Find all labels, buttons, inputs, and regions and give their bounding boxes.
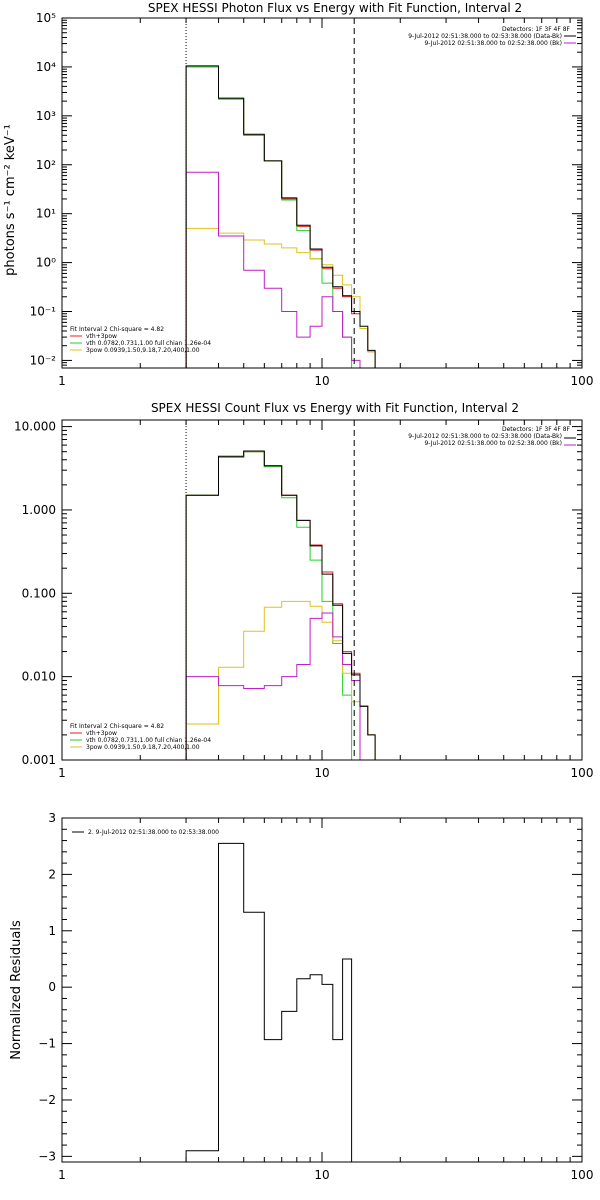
residual-series-line (185, 842, 353, 1162)
series-group (185, 450, 382, 760)
y-tick-label: 2 (48, 867, 56, 881)
photon-legend-item-3pow: 3pow 0.0939,1.50,9.18,7.20,400,1.00 (86, 347, 200, 354)
x-tick-label: 100 (571, 374, 594, 388)
y-tick-label: 0.010 (22, 670, 56, 684)
photon-legend-detectors: Detectors: 1F 3F 4F 8F (502, 26, 571, 33)
photon-legend-bk-interval: 9-Jul-2012 02:51:38.000 to 02:52:38.000 … (424, 40, 562, 47)
x-tick-label: 100 (571, 1168, 594, 1182)
y-tick-label: 10⁵ (36, 11, 56, 25)
y-tick-label: 10² (36, 158, 56, 172)
residuals-legend: 2. 9-Jul-2012 02:51:38.000 to 02:53:38.0… (88, 829, 219, 836)
x-tick-label: 1 (58, 766, 66, 780)
count-flux-plot-area: 1 10 100 0.001 0.010 0.100 1.000 10.000 (14, 419, 594, 780)
count-legend-item-3pow: 3pow 0.0939,1.50,9.18,7.20,400,1.00 (86, 744, 200, 751)
count-flux-title: SPEX HESSI Count Flux vs Energy with Fit… (151, 401, 519, 415)
y-tick-label: 3 (48, 811, 56, 825)
count-legend-item-vth3pow: vth+3pow (86, 730, 117, 737)
photon-legend-item-vth: vth 0.0782,0.731,1.00 full chian 1.26e-0… (86, 340, 211, 347)
y-tick-label: 10⁴ (36, 60, 56, 74)
x-tick-label: 1 (58, 374, 66, 388)
y-tick-label: −3 (38, 1149, 56, 1163)
x-tick-label: 1 (58, 1168, 66, 1182)
y-tick-label: −2 (38, 1093, 56, 1107)
x-tick-label: 10 (314, 374, 329, 388)
bk-series-line (185, 171, 361, 368)
y-tick-label: 10⁰ (36, 256, 56, 270)
photon-legend-fit-header: Fit Interval 2 Chi-square = 4.82 (70, 326, 164, 333)
y-tick-label: −1 (38, 1037, 56, 1051)
residuals-ylabel: Normalized Residuals (9, 920, 24, 1060)
y-tick-label: 0.001 (22, 753, 56, 767)
photon-legend-data-interval: 9-Jul-2012 02:51:38.000 to 02:53:38.000 … (408, 33, 562, 40)
photon-legend-item-vth3pow: vth+3pow (86, 333, 117, 340)
x-tick-label: 10 (314, 1168, 329, 1182)
photon-flux-plot-area: 1 10 100 10⁻² 10⁻¹ 10⁰ 10¹ 10² 10³ 10⁴ 10⁵ (30, 11, 594, 388)
count-legend-detectors: Detectors: 1F 3F 4F 8F (502, 426, 571, 433)
bk-series-line (185, 612, 361, 760)
residuals-plot-area: 1 10 100 −3 −2 −1 0 1 2 3 (38, 811, 593, 1182)
residuals-panel: Normalized Residuals 2. 9-Jul-2012 02:51… (9, 811, 593, 1182)
count-legend-data-interval: 9-Jul-2012 02:51:38.000 to 02:53:38.000 … (408, 433, 562, 440)
series-group (185, 65, 376, 368)
count-legend-bk-interval: 9-Jul-2012 02:51:38.000 to 02:52:38.000 … (424, 440, 562, 447)
x-tick-label: 100 (571, 766, 594, 780)
y-tick-label: 0 (48, 980, 56, 994)
y-tick-label: 10³ (36, 109, 56, 123)
y-tick-label: 10⁻¹ (30, 305, 57, 319)
count-legend-fit-header: Fit Interval 2 Chi-square = 4.82 (70, 723, 164, 730)
total-series-line (185, 450, 376, 760)
y-tick-label: 10¹ (36, 207, 56, 221)
y-tick-label: 1.000 (22, 503, 56, 517)
count-legend-item-vth: vth 0.0782,0.731,1.00 full chian 1.26e-0… (86, 737, 211, 744)
count-flux-panel: SPEX HESSI Count Flux vs Energy with Fit… (14, 401, 593, 780)
x-tick-label: 10 (314, 766, 329, 780)
y-tick-label: 10⁻² (30, 353, 57, 367)
series-group (185, 842, 353, 1162)
y-tick-label: 10.000 (14, 420, 56, 434)
y-tick-label: 0.100 (22, 586, 56, 600)
photon-flux-ylabel: photons s⁻¹ cm⁻² keV⁻¹ (3, 124, 18, 276)
y-tick-label: 1 (48, 924, 56, 938)
total-series-line (185, 65, 376, 368)
photon-flux-title: SPEX HESSI Photon Flux vs Energy with Fi… (148, 1, 522, 15)
photon-flux-panel: SPEX HESSI Photon Flux vs Energy with Fi… (3, 1, 593, 388)
